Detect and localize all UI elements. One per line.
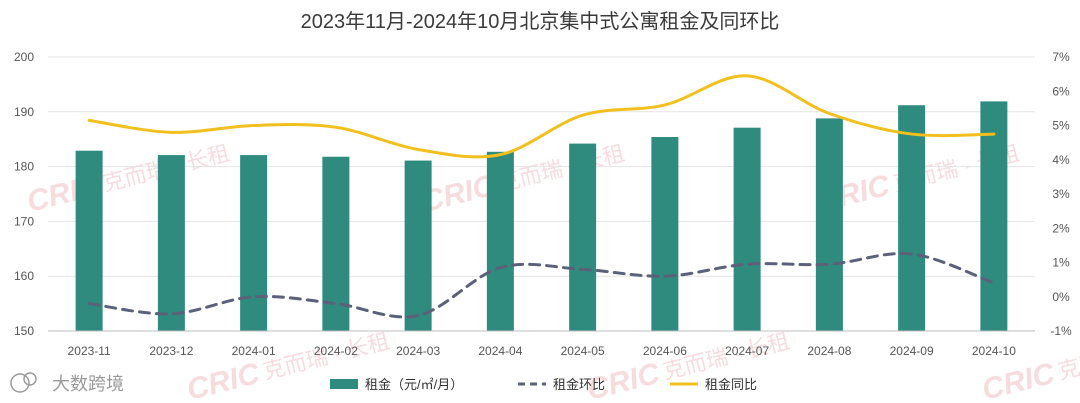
x-tick-label: 2024-02 — [314, 344, 358, 358]
y-right-tick-label: 4% — [1052, 153, 1070, 167]
bar — [733, 127, 761, 331]
yoy-line — [87, 74, 996, 159]
x-tick-label: 2024-09 — [890, 344, 934, 358]
bar — [569, 143, 597, 331]
x-tick-label: 2024-07 — [725, 344, 769, 358]
bar — [980, 101, 1008, 331]
y-left-tick-label: 160 — [14, 269, 34, 283]
bar-series — [75, 101, 1008, 331]
x-tick-label: 2024-03 — [396, 344, 440, 358]
y-right-tick-label: 2% — [1052, 221, 1070, 235]
source-label: 大数跨境 — [52, 374, 124, 394]
line-series — [87, 74, 996, 319]
x-tick-label: 2023-11 — [68, 344, 111, 358]
y-left-tick-label: 180 — [14, 160, 34, 174]
source-icon — [10, 373, 30, 393]
watermark-brand: CRIC — [184, 357, 264, 403]
y-right-tick-label: 3% — [1052, 187, 1070, 201]
legend-swatch-bar — [330, 379, 358, 389]
legend-label: 租金（元/㎡/月） — [365, 377, 463, 392]
y-right-tick-label: -1% — [1050, 324, 1072, 338]
legend: 租金（元/㎡/月） 租金环比 租金同比 — [330, 377, 757, 392]
bar — [157, 155, 185, 331]
source-icon-small — [23, 372, 37, 386]
x-tick-label: 2023-12 — [149, 344, 193, 358]
y-right-tick-label: 5% — [1052, 119, 1070, 133]
x-tick-label: 2024-08 — [807, 344, 851, 358]
y-left-tick-label: 190 — [14, 105, 34, 119]
legend-label: 租金环比 — [553, 377, 605, 392]
y-right-tick-label: 0% — [1052, 290, 1070, 304]
y-right-tick-label: 1% — [1052, 256, 1070, 270]
y-left-tick-label: 150 — [14, 324, 34, 338]
x-tick-label: 2024-01 — [232, 344, 276, 358]
chart-title: 2023年11月-2024年10月北京集中式公寓租金及同环比 — [301, 10, 780, 33]
y-right-tick-label: 6% — [1052, 84, 1070, 98]
bar — [486, 151, 514, 331]
mom-line — [87, 251, 996, 319]
y-right-tick-label: 7% — [1052, 50, 1070, 64]
bar — [898, 105, 926, 331]
gridlines — [48, 56, 1035, 277]
y-left-tick-label: 170 — [14, 214, 34, 228]
x-tick-label: 2024-06 — [643, 344, 687, 358]
bar — [404, 160, 432, 331]
y-left-tick-label: 200 — [14, 50, 34, 64]
bar — [651, 137, 679, 331]
axes: 150 160 170 180 190 200 -1% 0% 1% 2% 3% 4% 5% 6% 7% 202… — [14, 50, 1072, 358]
bar — [75, 150, 103, 331]
bar — [240, 155, 268, 331]
bar — [815, 118, 843, 331]
source-logo: 大数跨境 — [10, 372, 124, 394]
x-tick-label: 2024-04 — [478, 344, 522, 358]
watermark-brand: CRIC — [979, 357, 1059, 403]
x-tick-label: 2024-10 — [972, 344, 1016, 358]
legend-label: 租金同比 — [705, 377, 757, 392]
x-tick-label: 2024-05 — [561, 344, 605, 358]
